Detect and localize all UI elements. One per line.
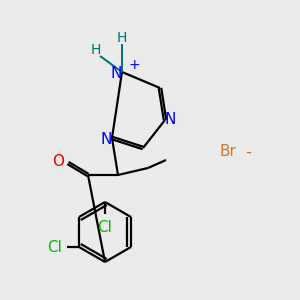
Text: H: H [91, 43, 101, 57]
Text: O: O [52, 154, 64, 169]
Text: N: N [164, 112, 176, 128]
Text: Br: Br [220, 145, 236, 160]
Text: N: N [100, 131, 112, 146]
Text: Cl: Cl [98, 220, 112, 235]
Text: -: - [245, 143, 251, 161]
Text: Cl: Cl [48, 239, 62, 254]
Text: H: H [117, 31, 127, 45]
Text: +: + [128, 58, 140, 72]
Text: N: N [110, 65, 122, 80]
